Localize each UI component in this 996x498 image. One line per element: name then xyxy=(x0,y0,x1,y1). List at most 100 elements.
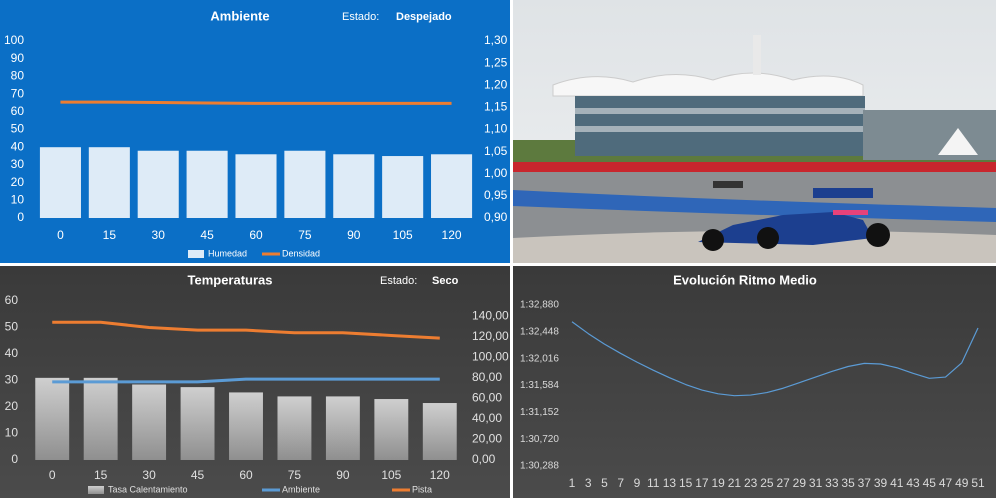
y2-tick-label: 0,00 xyxy=(472,452,496,466)
x-tick-label: 43 xyxy=(906,476,920,490)
legend-label: Humedad xyxy=(208,248,247,258)
x-tick-label: 120 xyxy=(430,468,450,482)
x-tick-label: 15 xyxy=(679,476,693,490)
bar xyxy=(83,377,118,460)
x-tick-label: 105 xyxy=(393,228,413,242)
y-tick-label: 20 xyxy=(11,175,25,189)
x-tick-label: 37 xyxy=(858,476,872,490)
y-tick-label: 1:31,584 xyxy=(520,380,559,391)
y2-tick-label: 120,00 xyxy=(472,329,509,343)
x-tick-label: 105 xyxy=(381,468,401,482)
y-tick-label: 60 xyxy=(11,104,25,118)
line-series xyxy=(571,321,979,397)
bar xyxy=(284,150,326,218)
x-tick-label: 60 xyxy=(249,228,263,242)
bar xyxy=(137,150,179,218)
y-tick-label: 40 xyxy=(5,346,19,360)
ambiente-panel: Ambiente Estado: Despejado 0 10 20 30 40 50 60 70 8… xyxy=(0,0,510,263)
y-tick-label: 40 xyxy=(11,139,25,153)
y2-tick-label: 1,20 xyxy=(484,77,508,91)
y-tick-label: 80 xyxy=(11,69,25,83)
x-tick-label: 39 xyxy=(874,476,888,490)
bar xyxy=(277,396,312,460)
bar xyxy=(431,154,473,218)
x-tick-label: 51 xyxy=(971,476,985,490)
y-tick-label: 60 xyxy=(5,293,19,307)
x-tick-label: 33 xyxy=(825,476,839,490)
cars-back xyxy=(713,181,873,198)
x-tick-label: 120 xyxy=(442,228,462,242)
legend-swatch xyxy=(188,250,204,258)
ritmo-panel: Evolución Ritmo Medio 1:30,288 1:30,720 1:3… xyxy=(513,266,996,498)
chart-title: Temperaturas xyxy=(187,272,272,287)
x-tick-label: 23 xyxy=(744,476,758,490)
mast xyxy=(753,35,761,75)
y-tick-label: 30 xyxy=(11,157,25,171)
x-tick-label: 29 xyxy=(793,476,807,490)
y-tick-label: 70 xyxy=(11,86,25,100)
legend-swatch xyxy=(88,486,104,494)
stand-row xyxy=(575,108,865,114)
x-tick-label: 17 xyxy=(695,476,709,490)
x-tick-label: 15 xyxy=(103,228,117,242)
x-tick-label: 31 xyxy=(809,476,823,490)
stand-row xyxy=(575,126,865,132)
y-tick-label: 1:31,152 xyxy=(520,407,559,418)
y-tick-label: 1:32,016 xyxy=(520,353,559,364)
y2-tick-label: 1,25 xyxy=(484,55,508,69)
bar xyxy=(374,399,409,460)
x-tick-label: 5 xyxy=(601,476,608,490)
x-tick-label: 9 xyxy=(634,476,641,490)
y-tick-label: 50 xyxy=(11,122,25,136)
x-tick-label: 60 xyxy=(239,468,253,482)
y-tick-label: 100 xyxy=(4,33,24,47)
x-tick-label: 75 xyxy=(298,228,312,242)
x-tick-label: 49 xyxy=(955,476,969,490)
x-tick-label: 3 xyxy=(585,476,592,490)
x-tick-label: 90 xyxy=(336,468,350,482)
annotation: Despejado xyxy=(396,11,452,23)
y2-tick-label: 1,05 xyxy=(484,144,508,158)
y2-tick-label: 20,00 xyxy=(472,432,502,446)
y2-tick-label: 1,30 xyxy=(484,33,508,47)
x-tick-label: 35 xyxy=(841,476,855,490)
y-tick-label: 50 xyxy=(5,320,19,334)
x-tick-label: 0 xyxy=(57,228,64,242)
legend-label: Pista xyxy=(412,484,432,494)
legend-label: Ambiente xyxy=(282,484,320,494)
x-tick-label: 11 xyxy=(647,476,660,490)
y2-tick-label: 1,15 xyxy=(484,100,508,114)
y2-tick-label: 140,00 xyxy=(472,309,509,323)
barrier xyxy=(513,162,996,172)
legend-label: Densidad xyxy=(282,248,320,258)
y-tick-label: 1:30,288 xyxy=(520,461,559,472)
chart-title: Ambiente xyxy=(210,8,269,23)
y2-tick-label: 1,00 xyxy=(484,166,508,180)
bar xyxy=(132,384,167,460)
x-tick-label: 21 xyxy=(728,476,742,490)
bar xyxy=(180,387,215,460)
x-tick-label: 0 xyxy=(49,468,56,482)
x-tick-label: 45 xyxy=(200,228,214,242)
y-tick-label: 1:32,448 xyxy=(520,326,559,337)
chart-title: Evolución Ritmo Medio xyxy=(673,272,817,287)
y2-tick-label: 1,10 xyxy=(484,122,508,136)
annotation: Seco xyxy=(432,275,459,287)
car xyxy=(698,210,890,251)
bar xyxy=(235,154,277,218)
bar xyxy=(422,403,457,460)
bar xyxy=(325,396,360,460)
legend-label: Tasa Calentamiento xyxy=(108,484,188,494)
x-tick-label: 25 xyxy=(760,476,774,490)
bar xyxy=(186,150,228,218)
y2-tick-label: 80,00 xyxy=(472,370,502,384)
x-tick-label: 45 xyxy=(191,468,205,482)
y-tick-label: 10 xyxy=(11,192,25,206)
bar xyxy=(35,377,70,460)
y-tick-label: 90 xyxy=(11,51,25,65)
x-tick-label: 45 xyxy=(923,476,937,490)
y-tick-label: 0 xyxy=(11,452,18,466)
x-tick-label: 30 xyxy=(142,468,156,482)
bar xyxy=(229,392,263,460)
